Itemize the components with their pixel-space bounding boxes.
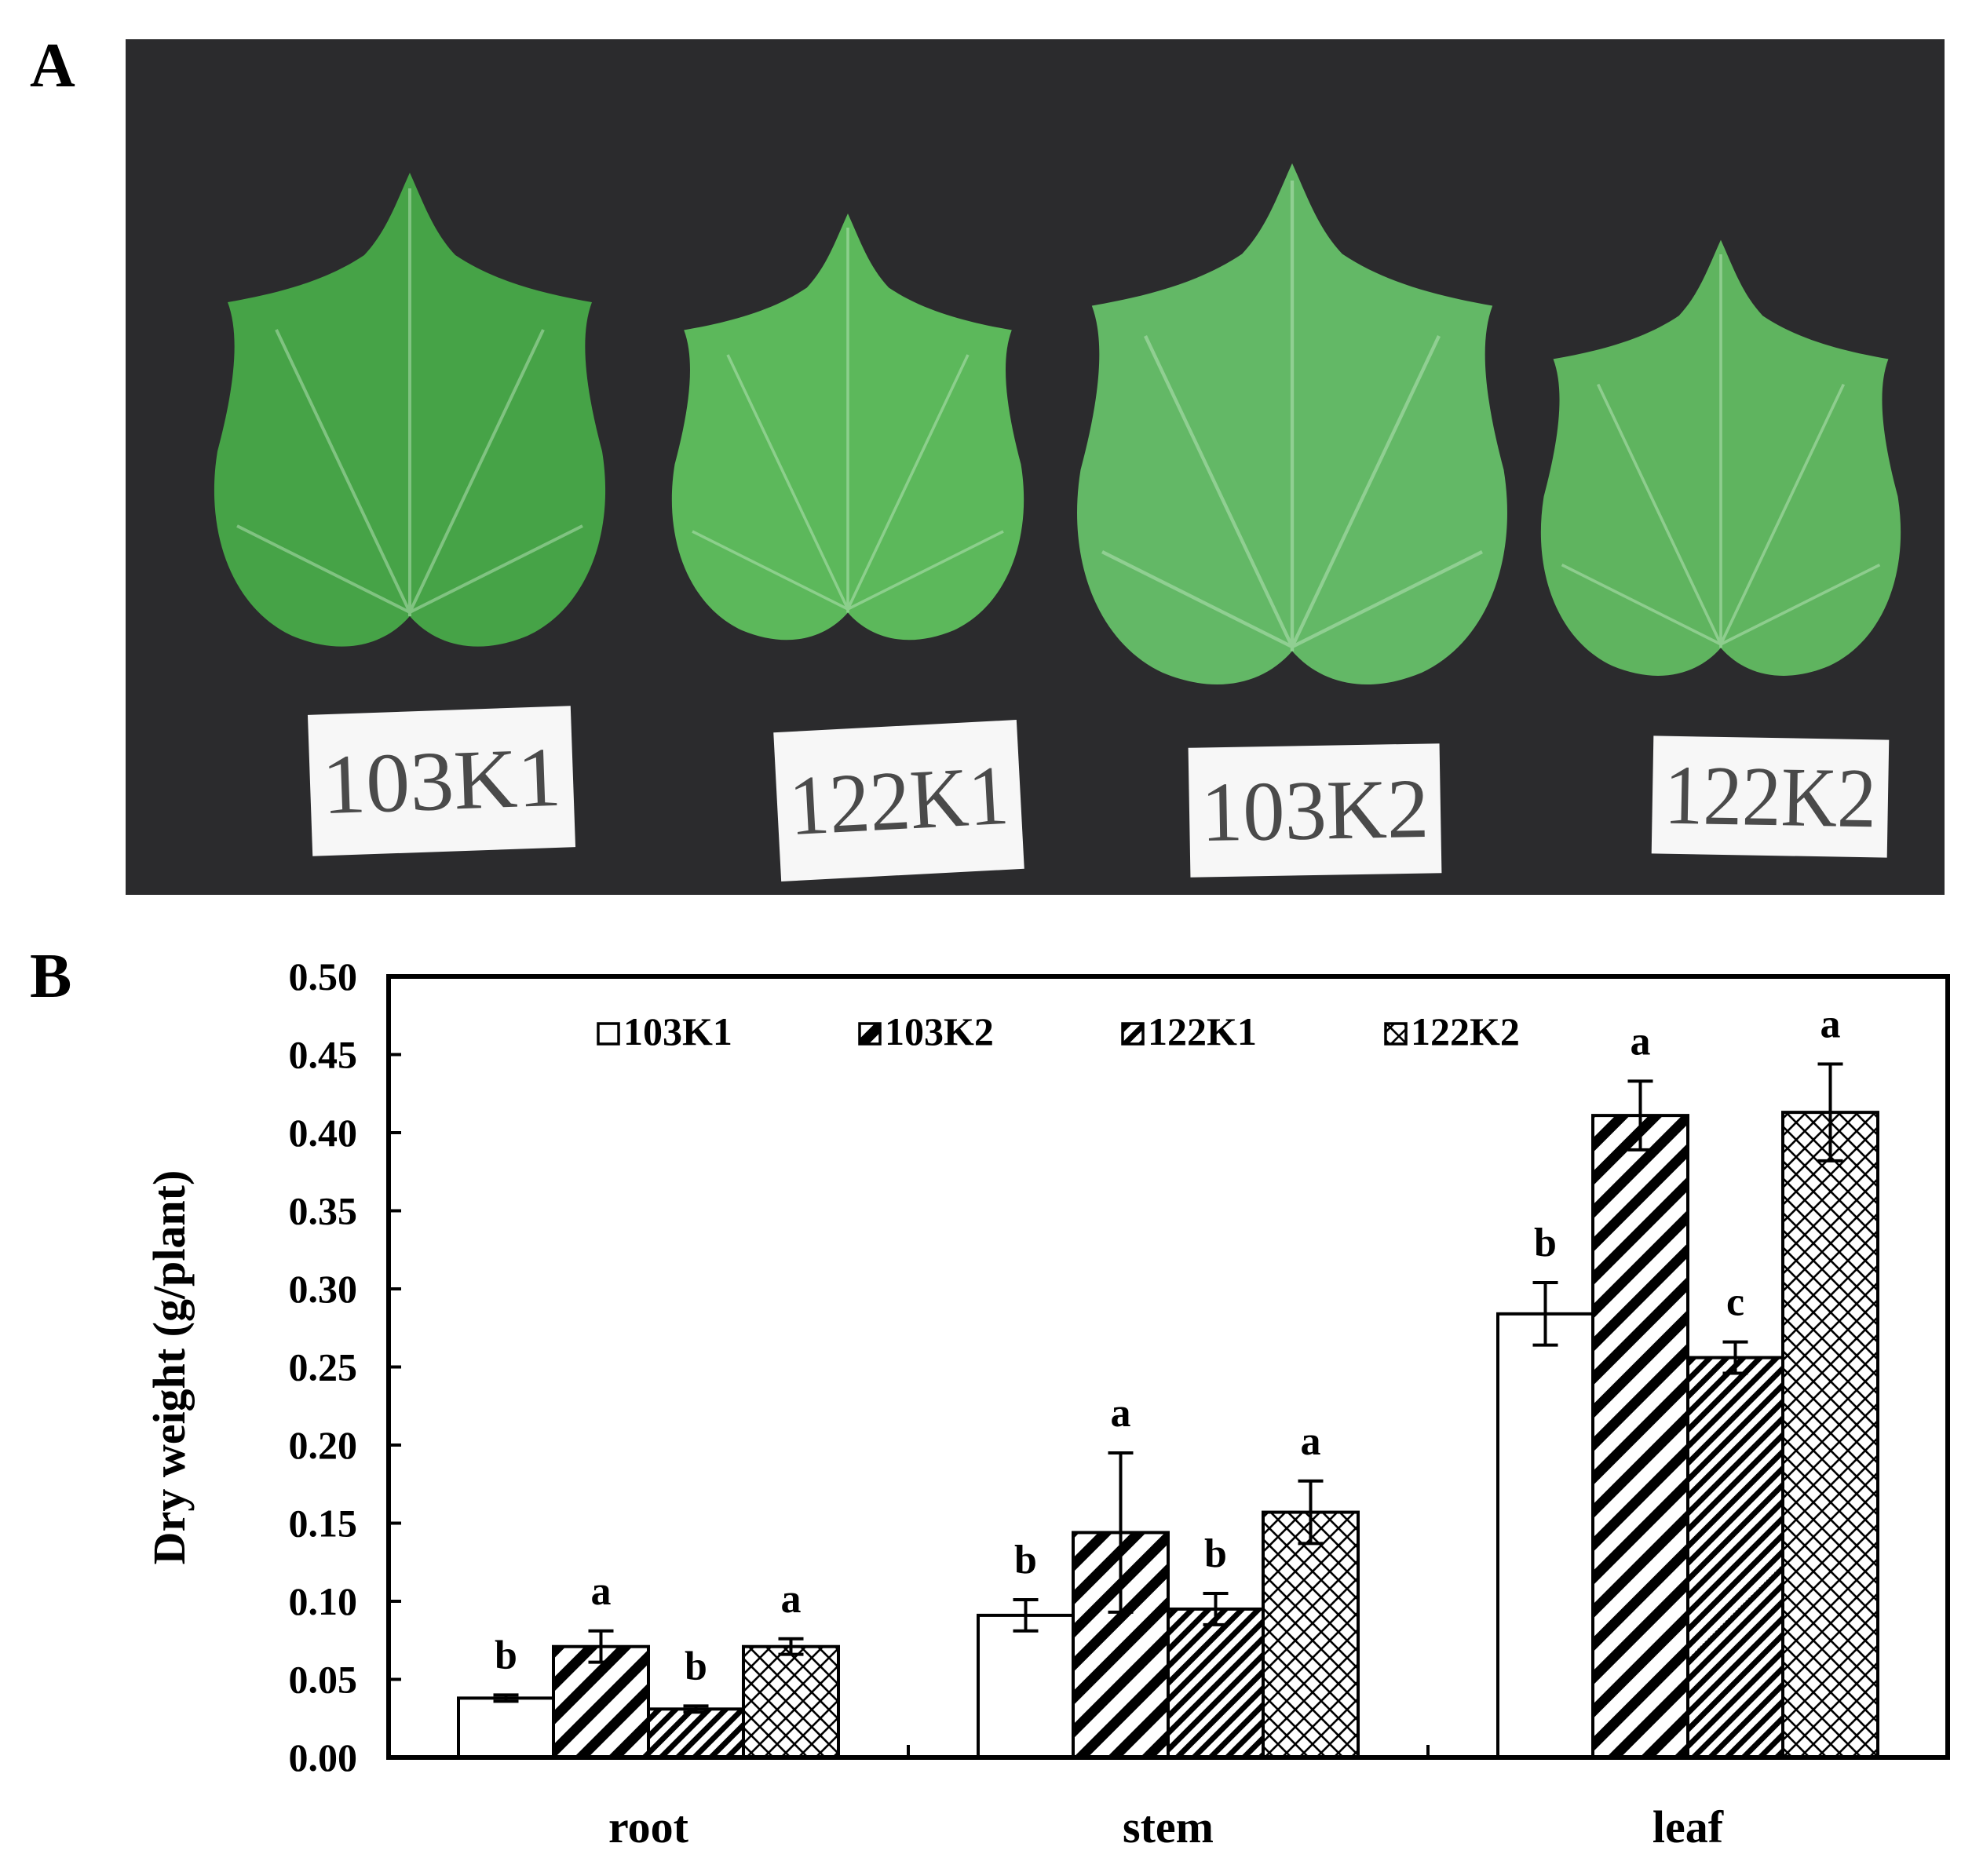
bar [1262, 1510, 1360, 1759]
y-tick-label: 0.50 [289, 954, 358, 998]
sample-tag-label: 103K1 [320, 731, 563, 833]
leaf [1077, 163, 1507, 684]
sample-tag: 122K1 [773, 720, 1024, 881]
bar-chart: 0.00 0.05 0.10 0.15 0.20 0.25 0.30 0.35 0.40 0.45… [144, 954, 1950, 1852]
legend-label: 103K1 [623, 1009, 732, 1053]
legend-label: 103K2 [885, 1009, 994, 1053]
bar [1167, 1607, 1265, 1759]
bar [457, 1696, 555, 1759]
sample-tag-card [307, 706, 576, 856]
sample-tag: 122K2 [1651, 735, 1890, 858]
significance-letter: b [1204, 1531, 1227, 1576]
sample-tag-label: 122K1 [787, 749, 1011, 853]
sample-tag: 103K2 [1188, 743, 1442, 878]
bar [1686, 1356, 1784, 1760]
leaf [214, 173, 606, 647]
significance-letter: a [591, 1569, 612, 1614]
x-category-label: leaf [1652, 1801, 1724, 1852]
legend-swatch [1384, 1022, 1408, 1046]
y-tick-label: 0.30 [289, 1267, 358, 1311]
legend-label: 122K2 [1411, 1009, 1520, 1053]
significance-letter: b [1014, 1538, 1037, 1582]
legend-swatch [597, 1022, 620, 1046]
significance-letter: a [1111, 1391, 1131, 1436]
leaf [1540, 239, 1901, 676]
legend-item: 122K1 [1121, 1009, 1257, 1053]
significance-letter: b [1534, 1221, 1557, 1265]
legend-item: 103K2 [858, 1009, 994, 1053]
legend-swatch [1121, 1022, 1145, 1046]
x-category-label: stem [1123, 1801, 1214, 1852]
bar [977, 1613, 1075, 1759]
sample-tag-label: 122K2 [1663, 749, 1877, 846]
sample-tag-card [1651, 735, 1890, 858]
y-tick-label: 0.20 [289, 1423, 358, 1467]
sample-tag-card [773, 720, 1024, 881]
y-tick-label: 0.00 [289, 1735, 358, 1779]
panel-b-letter: B [30, 942, 71, 1011]
significance-letter: b [685, 1644, 707, 1688]
leaf-photo: 103K1 122K1 103K2 122K2 [126, 39, 1945, 895]
leaf-veins [1561, 254, 1881, 648]
leaf-blade [671, 214, 1024, 641]
leaf [671, 214, 1024, 641]
significance-letter: a [1631, 1019, 1651, 1064]
y-tick-label: 0.25 [289, 1345, 358, 1389]
x-category-label: root [608, 1801, 689, 1852]
y-tick-label: 0.40 [289, 1111, 358, 1155]
plot-frame [386, 974, 1950, 1760]
bar [1591, 1114, 1689, 1759]
significance-letter: c [1726, 1280, 1744, 1325]
bar [647, 1707, 745, 1760]
significance-letter: a [1301, 1419, 1321, 1464]
significance-letter: a [1820, 1002, 1841, 1046]
sample-tag: 103K1 [307, 706, 576, 856]
y-tick-label: 0.05 [289, 1658, 358, 1702]
bar [552, 1644, 650, 1759]
bar [1781, 1111, 1879, 1759]
bar [742, 1644, 840, 1759]
leaf-veins [236, 188, 583, 616]
leaf-blade [1540, 239, 1901, 676]
legend-label: 122K1 [1148, 1009, 1257, 1053]
y-tick-label: 0.10 [289, 1579, 358, 1623]
legend-swatch [858, 1022, 882, 1046]
bar [1496, 1312, 1594, 1759]
y-axis-label: Dry weight (g/plant) [144, 1170, 195, 1565]
panel-a-letter: A [30, 31, 75, 100]
sample-tag-label: 103K2 [1200, 762, 1430, 860]
y-tick-label: 0.35 [289, 1189, 358, 1233]
leaf-veins [1101, 180, 1483, 651]
significance-letter: b [495, 1633, 517, 1677]
leaf-blade [214, 173, 606, 647]
legend-item: 103K1 [597, 1009, 732, 1053]
legend-item: 122K2 [1384, 1009, 1520, 1053]
significance-letter: a [781, 1577, 802, 1622]
y-tick-label: 0.15 [289, 1502, 358, 1546]
sample-tag-card [1188, 743, 1442, 878]
leaf-blade [1077, 163, 1507, 684]
y-tick-label: 0.45 [289, 1033, 358, 1077]
leaf-veins [692, 227, 1004, 613]
